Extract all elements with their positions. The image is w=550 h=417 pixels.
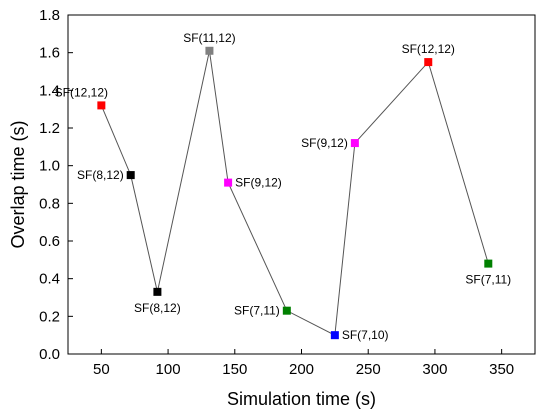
data-point-marker <box>97 101 106 110</box>
y-tick-label: 0.0 <box>39 346 60 363</box>
data-point-marker <box>205 46 214 55</box>
data-point-label: SF(9,12) <box>235 176 282 190</box>
y-tick-label: 1.8 <box>39 7 60 24</box>
y-tick-label: 1.4 <box>39 82 60 99</box>
y-tick-label: 0.6 <box>39 233 60 250</box>
data-point-label: SF(7,10) <box>342 328 389 342</box>
x-tick-label: 300 <box>422 361 447 378</box>
data-point-label: SF(7,11) <box>465 273 511 287</box>
data-point-marker <box>484 259 493 268</box>
series-line-group <box>100 50 489 336</box>
data-point-marker <box>424 58 433 67</box>
y-tick-label: 1.6 <box>39 45 60 62</box>
y-tick-label: 0.4 <box>39 271 60 288</box>
plot-frame <box>67 14 536 355</box>
data-point-label: SF(8,12) <box>134 301 181 315</box>
x-tick-label: 200 <box>289 361 314 378</box>
data-point-marker <box>350 139 359 148</box>
x-tick-label: 50 <box>93 361 110 378</box>
data-point-marker <box>224 178 233 187</box>
data-point-label: SF(7,11) <box>234 304 280 318</box>
y-tick-label: 0.8 <box>39 195 60 212</box>
y-axis-title: Overlap time (s) <box>8 120 28 248</box>
point-labels: SF(12,12) SF(8,12) SF(8,12) SF(11,12) SF(9,1… <box>55 31 512 342</box>
data-point-label: SF(12,12) <box>55 85 108 99</box>
data-point-label: SF(12,12) <box>402 42 455 56</box>
y-tick-label: 0.2 <box>39 308 60 325</box>
x-tick-label: 250 <box>356 361 381 378</box>
data-points <box>97 46 493 340</box>
x-tick-label: 350 <box>489 361 514 378</box>
data-point-marker <box>330 331 339 340</box>
data-point-marker <box>282 306 291 315</box>
x-axis-title: Simulation time (s) <box>227 389 376 409</box>
y-tick-label: 1.0 <box>39 158 60 175</box>
series-line <box>100 50 489 336</box>
data-point-label: SF(11,12) <box>183 31 235 45</box>
x-tick-label: 150 <box>222 361 247 378</box>
y-tick-label: 1.2 <box>39 120 60 137</box>
data-point-label: SF(9,12) <box>301 136 348 150</box>
axis-ticks: 50 100 150 200 250 300 350 0.0 0.2 0.4 0.6 0.8 1.0 1.… <box>39 7 514 378</box>
data-point-marker <box>153 287 162 296</box>
data-point-marker <box>126 171 135 180</box>
data-point-label: SF(8,12) <box>77 168 124 182</box>
x-tick-label: 100 <box>156 361 181 378</box>
